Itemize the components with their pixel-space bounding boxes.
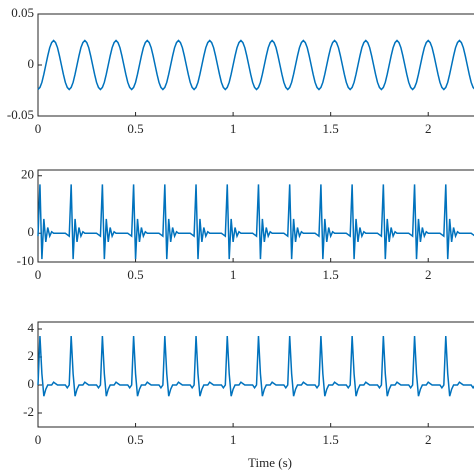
x-tick-label: 2 — [425, 121, 432, 136]
y-tick-label: 2 — [28, 348, 35, 363]
y-tick-label: 0.05 — [11, 5, 34, 20]
y-tick-label: 20 — [21, 167, 34, 182]
axes-box — [37, 169, 474, 263]
x-tick-label: 2 — [425, 432, 432, 447]
x-tick-label: 1 — [230, 267, 237, 282]
x-tick-label: 1.5 — [323, 432, 339, 447]
x-tick-label: 0.5 — [127, 121, 143, 136]
x-axis-label: Time (s) — [248, 455, 292, 470]
x-tick-label: 0.5 — [127, 267, 143, 282]
y-tick-label: -10 — [17, 253, 34, 268]
y-tick-label: 0 — [28, 56, 35, 71]
data-line — [37, 184, 474, 260]
y-tick-label: 0 — [28, 224, 35, 239]
y-tick-label: 0 — [28, 376, 35, 391]
x-tick-label: 0 — [35, 432, 42, 447]
x-tick-label: 0 — [35, 267, 42, 282]
y-tick-label: -2 — [23, 404, 34, 419]
x-tick-label: 1.5 — [323, 121, 339, 136]
x-tick-label: 1 — [230, 432, 237, 447]
x-tick-label: 1 — [230, 121, 237, 136]
x-tick-label: 0 — [35, 121, 42, 136]
y-tick-label: -0.05 — [7, 107, 34, 122]
y-tick-label: 4 — [28, 320, 35, 335]
x-tick-label: 1.5 — [323, 267, 339, 282]
axes-box — [37, 321, 474, 428]
data-line — [37, 335, 474, 397]
data-line — [37, 39, 474, 91]
x-tick-label: 2 — [425, 267, 432, 282]
axes-box — [37, 13, 474, 117]
x-tick-label: 0.5 — [127, 432, 143, 447]
